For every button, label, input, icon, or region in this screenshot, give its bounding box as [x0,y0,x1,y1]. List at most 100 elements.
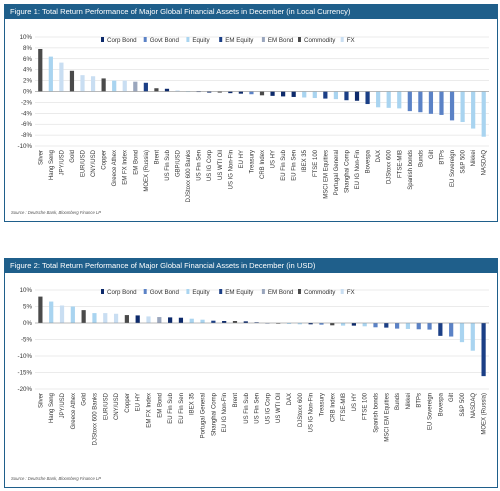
bar [384,323,389,328]
bar [418,91,423,113]
bar [238,91,243,94]
bar [449,91,455,121]
bar [103,313,108,323]
bar [386,91,391,108]
bar [439,91,444,115]
bar [124,315,129,323]
legend-label: EM Bond [268,289,294,296]
legend-label: Commodity [304,289,336,296]
x-tick-label: Brent [233,393,239,408]
bar [228,91,233,94]
y-tick-label: -8% [21,132,33,139]
legend-swatch [340,37,344,42]
bar [297,323,302,325]
x-tick-label: Nikkei [471,150,477,166]
bar [59,305,65,323]
x-tick-label: Shanghai Comp [344,149,350,193]
x-tick-label: DJStoxx 600 [387,149,393,184]
x-tick-label: EUR/USD [103,392,109,420]
legend-swatch [219,37,223,42]
legend-swatch [101,289,104,294]
bar [211,320,216,323]
x-tick-label: FTSE-MIB [341,393,347,421]
bar [38,296,43,323]
x-tick-label: US HY [271,150,277,168]
x-tick-label: FTSE 100 [313,149,319,177]
bar [395,323,400,329]
x-tick-label: DAX [376,150,382,162]
x-tick-label: EM FX Index [123,150,129,185]
x-tick-label: Greece Athex [112,150,118,186]
bar [249,91,254,95]
bar [407,91,412,112]
x-tick-label: EM FX Index [147,393,153,428]
x-tick-label: EU Fin Sub [281,149,287,180]
figure-2-panel: Figure 2: Total Return Performance of Ma… [4,258,498,488]
x-tick-label: EU IG Non-Fin [222,393,228,432]
bar [259,91,265,96]
bar [133,81,138,92]
y-tick-label: -15% [18,370,33,377]
bar [416,323,421,330]
y-tick-label: 10% [20,34,33,41]
x-tick-label: DJStoxx 600 Banks [186,150,192,202]
y-tick-label: -10% [18,143,33,150]
x-tick-label: US Fin Sen [197,150,203,181]
bar [178,317,184,323]
x-tick-label: IBEX 35 [190,392,196,415]
bar [397,91,402,109]
y-tick-label: -4% [21,110,33,117]
bar [270,91,275,96]
x-tick-label: BTPs [417,393,423,408]
x-tick-label: Portugal General [334,150,340,195]
x-tick-label: Bovespa [366,149,372,173]
bar [113,313,119,323]
bar [80,75,85,92]
legend-swatch [186,289,190,294]
legend-swatch [143,37,147,42]
x-tick-label: MSCI EM Equities [384,393,390,442]
bar [168,317,173,323]
x-tick-label: Spanish bonds [408,150,414,190]
x-tick-label: US Fin Sub [165,149,171,180]
y-tick-label: -5% [21,337,33,344]
x-tick-label: CRB Index [260,150,266,179]
x-tick-label: DAX [287,393,293,405]
legend-swatch [298,37,301,42]
x-tick-label: NASDAQ [471,393,477,419]
y-tick-label: 2% [23,78,32,85]
x-tick-label: Portugal General [201,393,207,438]
bar [428,91,434,114]
bar [112,80,117,92]
x-tick-label: JPY/USD [60,392,66,418]
x-tick-label: Gilt [449,393,455,402]
legend-label: EM Equity [225,37,254,44]
x-tick-label: DJStoxx 600 [298,392,304,427]
bar [281,91,286,97]
bar [90,76,96,92]
bar [365,91,370,105]
x-tick-label: EUR/USD [81,149,87,177]
x-tick-label: FTSE-MIB [397,150,403,178]
y-tick-label: -20% [18,386,33,393]
x-tick-label: US Fin Sen [255,393,261,424]
bar [175,90,180,92]
bar [122,80,127,92]
bar [481,323,486,377]
bar [354,91,360,101]
x-tick-label: JPY/USD [59,149,65,175]
bar [319,323,324,325]
x-tick-label: EM Bond [157,393,163,418]
x-tick-label: Hang Seng [49,393,55,423]
figure-1-panel: Figure 1: Total Return Performance of Ma… [4,4,498,222]
x-tick-label: S&P 500 [460,392,466,416]
bar [362,323,367,327]
bar [49,301,54,323]
bar [70,306,75,323]
x-tick-label: Gold [82,393,88,406]
x-tick-label: MSCI EM Equities [323,150,329,199]
x-tick-label: US IG Non-Fin [309,393,315,432]
bar [254,322,259,323]
legend-swatch [298,289,301,294]
legend-label: FX [347,289,355,296]
